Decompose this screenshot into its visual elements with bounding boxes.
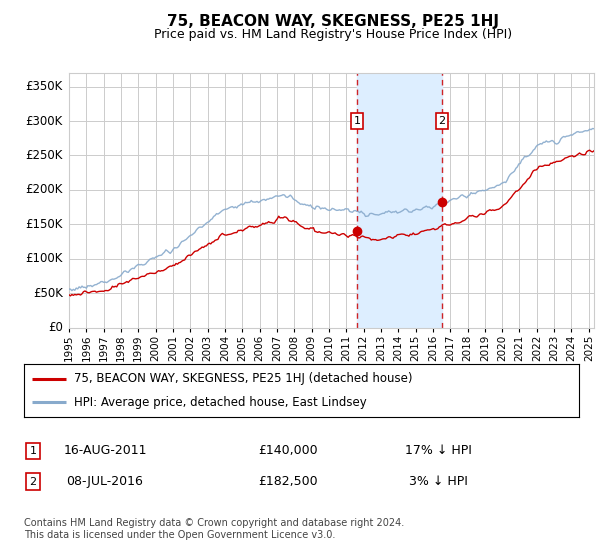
Text: £250K: £250K bbox=[25, 149, 63, 162]
Text: 17% ↓ HPI: 17% ↓ HPI bbox=[404, 444, 472, 458]
Text: £300K: £300K bbox=[25, 114, 63, 128]
Text: 1: 1 bbox=[29, 446, 37, 456]
Text: 16-AUG-2011: 16-AUG-2011 bbox=[63, 444, 147, 458]
Text: £140,000: £140,000 bbox=[258, 444, 318, 458]
Text: £100K: £100K bbox=[25, 252, 63, 265]
Text: 75, BEACON WAY, SKEGNESS, PE25 1HJ: 75, BEACON WAY, SKEGNESS, PE25 1HJ bbox=[167, 14, 499, 29]
Text: £150K: £150K bbox=[25, 218, 63, 231]
Text: HPI: Average price, detached house, East Lindsey: HPI: Average price, detached house, East… bbox=[74, 396, 367, 409]
Text: 2: 2 bbox=[29, 477, 37, 487]
Text: 3% ↓ HPI: 3% ↓ HPI bbox=[409, 475, 467, 488]
Text: 75, BEACON WAY, SKEGNESS, PE25 1HJ (detached house): 75, BEACON WAY, SKEGNESS, PE25 1HJ (deta… bbox=[74, 372, 412, 385]
Text: £50K: £50K bbox=[33, 287, 63, 300]
Text: 2: 2 bbox=[439, 116, 445, 126]
Text: 08-JUL-2016: 08-JUL-2016 bbox=[67, 475, 143, 488]
Text: £200K: £200K bbox=[25, 183, 63, 197]
Text: £350K: £350K bbox=[25, 80, 63, 93]
Text: Price paid vs. HM Land Registry's House Price Index (HPI): Price paid vs. HM Land Registry's House … bbox=[154, 28, 512, 41]
Text: 1: 1 bbox=[353, 116, 361, 126]
Text: Contains HM Land Registry data © Crown copyright and database right 2024.
This d: Contains HM Land Registry data © Crown c… bbox=[24, 518, 404, 540]
Text: £0: £0 bbox=[48, 321, 63, 334]
Bar bbox=[357, 73, 442, 328]
Text: £182,500: £182,500 bbox=[258, 475, 318, 488]
